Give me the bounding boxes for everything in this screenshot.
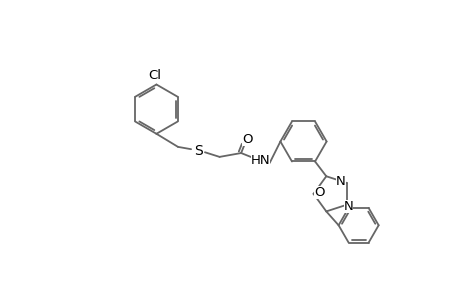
Text: N: N [335, 175, 345, 188]
Text: O: O [241, 133, 252, 146]
Text: N: N [343, 200, 353, 213]
Text: O: O [314, 186, 324, 199]
Text: S: S [193, 144, 202, 158]
Text: Cl: Cl [148, 69, 161, 82]
Text: HN: HN [250, 154, 269, 167]
